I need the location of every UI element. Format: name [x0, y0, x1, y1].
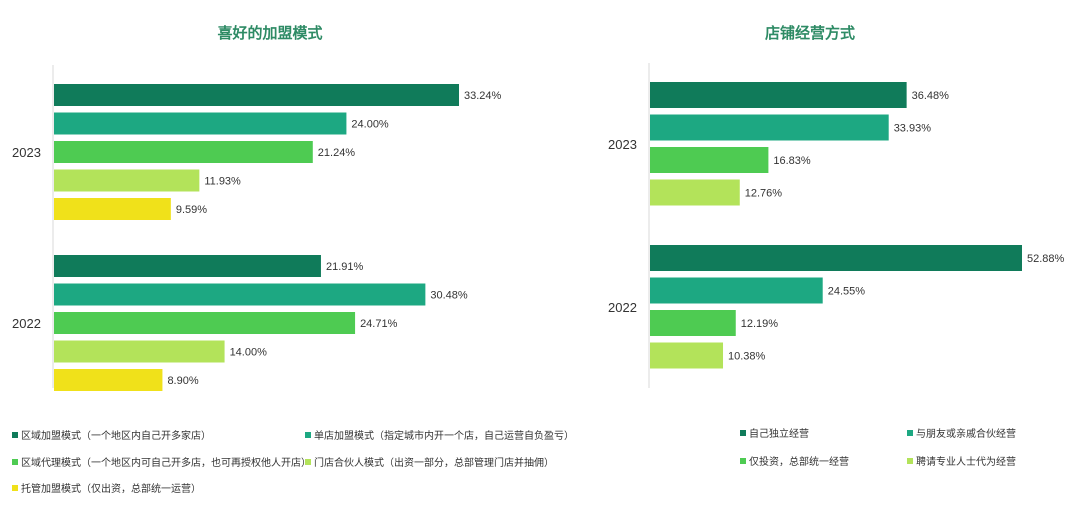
- bar-2023-series-1: [650, 114, 889, 141]
- bar-2023-series-4: [54, 198, 171, 220]
- legend-label: 仅投资，总部统一经营: [749, 457, 849, 468]
- legend-item: 聘请专业人士代为经营: [907, 453, 1016, 468]
- legend-item: 自己独立经营: [740, 425, 809, 440]
- data-label-2023-series-3: 11.93%: [204, 176, 241, 188]
- bar-2022-series-4: [54, 369, 163, 391]
- data-label-2023-series-0: 36.48%: [912, 90, 950, 102]
- data-label-2022-series-0: 21.91%: [326, 261, 364, 273]
- data-label-2022-series-4: 8.90%: [167, 375, 198, 387]
- data-label-2022-series-3: 14.00%: [230, 347, 268, 359]
- bar-2023-series-1: [54, 112, 347, 135]
- bar-2023-series-3: [650, 179, 740, 206]
- data-label-2022-series-2: 24.71%: [360, 318, 398, 330]
- data-label-2023-series-2: 21.24%: [318, 147, 356, 159]
- data-label-2022-series-3: 10.38%: [728, 351, 766, 363]
- legend-swatch-icon: [907, 457, 913, 464]
- legend-swatch-icon: [12, 484, 18, 491]
- legend-item: 与朋友或亲戚合伙经营: [907, 425, 1016, 440]
- legend-swatch-icon: [740, 429, 746, 436]
- legend-swatch-icon: [305, 458, 311, 465]
- bar-2022-series-1: [54, 283, 426, 306]
- legend-item: 区域代理模式（一个地区内可自己开多店，也可再授权他人开店）: [12, 454, 311, 469]
- data-label-2023-series-2: 16.83%: [773, 155, 811, 167]
- bar-2022-series-2: [650, 310, 736, 336]
- category-label-2022: 2022: [608, 300, 637, 315]
- bar-2023-series-0: [650, 82, 907, 108]
- data-label-2023-series-1: 33.93%: [894, 123, 932, 135]
- data-label-2022-series-0: 52.88%: [1027, 253, 1065, 265]
- bar-2022-series-3: [650, 342, 724, 369]
- data-label-2023-series-3: 12.76%: [745, 188, 783, 200]
- legend-label: 自己独立经营: [749, 429, 809, 440]
- legend-swatch-icon: [12, 458, 18, 465]
- legend-label: 单店加盟模式（指定城市内开一个店，自己运营自负盈亏）: [314, 431, 574, 442]
- legend-item: 门店合伙人模式（出资一部分，总部管理门店并抽佣）: [305, 454, 554, 469]
- legend-swatch-icon: [12, 431, 18, 438]
- legend-swatch-icon: [740, 457, 746, 464]
- bar-2023-series-2: [650, 147, 769, 173]
- bar-2022-series-3: [54, 340, 225, 363]
- bar-2022-series-0: [54, 255, 321, 277]
- legend-label: 区域加盟模式（一个地区内自己开多家店）: [21, 431, 211, 442]
- bar-2022-series-2: [54, 312, 356, 334]
- legend-label: 与朋友或亲戚合伙经营: [916, 429, 1016, 440]
- category-label-2023: 2023: [12, 145, 41, 160]
- legend-label: 区域代理模式（一个地区内可自己开多店，也可再授权他人开店）: [21, 458, 311, 469]
- bar-2023-series-2: [54, 141, 313, 163]
- legend-label: 聘请专业人士代为经营: [916, 457, 1016, 468]
- data-label-2022-series-1: 24.55%: [828, 286, 866, 298]
- chart-title-store-operation: 店铺经营方式: [764, 25, 855, 42]
- legend-item: 区域加盟模式（一个地区内自己开多家店）: [12, 427, 211, 442]
- category-label-2023: 2023: [608, 137, 637, 152]
- legend-swatch-icon: [907, 429, 913, 436]
- data-label-2023-series-4: 9.59%: [176, 204, 207, 216]
- legend-label: 托管加盟模式（仅出资，总部统一运营）: [21, 484, 201, 495]
- bar-2023-series-3: [54, 169, 200, 192]
- data-label-2022-series-1: 30.48%: [430, 290, 468, 302]
- legend-swatch-icon: [305, 431, 311, 438]
- legend-label: 门店合伙人模式（出资一部分，总部管理门店并抽佣）: [314, 458, 554, 469]
- legend-item: 单店加盟模式（指定城市内开一个店，自己运营自负盈亏）: [305, 427, 574, 442]
- data-label-2023-series-1: 24.00%: [351, 119, 389, 131]
- legend-item: 仅投资，总部统一经营: [740, 453, 849, 468]
- data-label-2022-series-2: 12.19%: [741, 318, 779, 330]
- bar-2022-series-0: [650, 245, 1022, 271]
- chart-title-franchise-mode: 喜好的加盟模式: [217, 25, 323, 42]
- bar-2023-series-0: [54, 84, 459, 106]
- bar-2022-series-1: [650, 277, 823, 304]
- data-label-2023-series-0: 33.24%: [464, 90, 502, 102]
- legend-item: 托管加盟模式（仅出资，总部统一运营）: [12, 480, 201, 495]
- category-label-2022: 2022: [12, 316, 41, 331]
